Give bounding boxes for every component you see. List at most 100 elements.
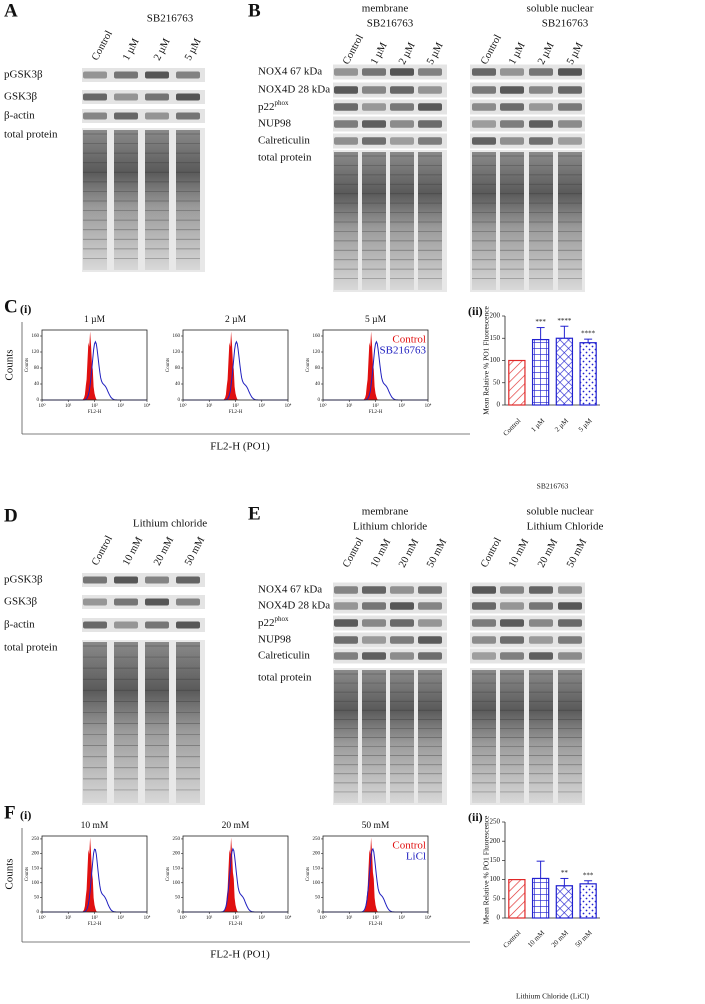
y-tick-label: 0 [497,914,501,922]
fraction-label: membrane [362,3,409,15]
blot-band [500,586,524,594]
blot-band [558,602,582,610]
y-tick-label: 50 [175,896,181,901]
blot-band [114,112,138,120]
blot-band [472,586,496,594]
y-tick-label: 100 [173,881,181,886]
blot-band [472,86,496,94]
total-protein-lane [500,670,524,803]
y-tick-label: 100 [32,881,40,886]
blot-band [334,103,358,111]
bar [508,878,526,919]
blot-band [529,636,553,644]
histogram-title: 5 µM [365,315,387,325]
treatment-label: SB216763 [367,18,414,30]
x-tick-label: 10¹ [65,403,72,409]
significance: *** [535,318,546,326]
blot-band [83,112,107,120]
total-protein-lane [334,670,358,803]
panel-label: D [4,505,18,526]
row-label-sup: phox [275,615,290,623]
blot-band [529,619,553,627]
blot-band [472,602,496,610]
blot-band [418,602,442,610]
y-tick-label: 50 [315,896,321,901]
blot-band [145,576,169,584]
blot-band [145,112,169,120]
y-tick-label: 250 [490,818,501,826]
lane-label: Control [90,534,115,568]
blot-band [362,586,386,594]
total-protein-lane [558,670,582,803]
lane-label: 2 µM [397,40,418,66]
lane-label: 2 µM [152,36,173,62]
bar [531,338,550,406]
lane-label: Control [479,536,504,570]
blot-strip [470,99,585,115]
sub-label: (ii) [468,810,483,824]
y-tick-label: 40 [34,382,40,387]
blot-band [529,103,553,111]
blot-band [176,598,200,606]
histogram-ylabel: Counts [306,867,311,881]
histogram-treated [183,340,288,401]
lane-label: 20 mM [536,537,560,570]
blot-band [114,93,138,101]
row-label: total protein [4,129,58,141]
legend-entry: SB216763 [380,345,427,357]
blot-band [558,86,582,94]
y-tick-label: 250 [173,837,181,842]
total-protein-lane [390,152,414,290]
histogram-xlabel: FL2-H [369,922,383,927]
total-protein-lane [472,670,496,803]
blot-band [418,619,442,627]
bar [555,885,574,919]
y-tick-label: 0 [497,401,501,409]
row-label: total protein [4,642,58,654]
lane-label: 20 mM [397,537,421,570]
blot-band [362,652,386,660]
blot-band [529,586,553,594]
x-tick-label: 10⁴ [425,403,432,409]
y-tick-label: 50 [493,894,501,902]
y-tick-label: 250 [313,837,321,842]
x-tick-label: 10¹ [65,915,72,921]
histogram-xlabel: FL2-H [229,922,243,927]
row-label-text: p22 [258,617,275,629]
blot-band [362,137,386,145]
lane-label: 10 mM [369,537,393,570]
blot-band [114,598,138,606]
blot-band [500,652,524,660]
treatment-label: SB216763 [542,18,589,30]
x-axis-title: Lithium Chloride (LiCl) [516,992,589,1001]
y-tick-label: 200 [173,852,181,857]
x-tick-label: 10⁰ [179,915,186,921]
blot-band [558,137,582,145]
blot-band [334,86,358,94]
total-protein-lane [83,642,107,803]
significance: **** [581,330,596,338]
x-tick-label: 10³ [399,403,406,409]
panel-label: B [248,0,261,21]
blot-band [500,68,524,76]
blot-band [145,598,169,606]
histogram-treated [42,848,147,913]
blot-band [362,68,386,76]
x-tick-label: 10¹ [346,403,353,409]
blot-band [145,621,169,629]
lane-label: 20 mM [152,535,176,568]
blot-band [500,103,524,111]
row-label: p22phox [258,99,289,113]
y-tick-label: 150 [490,856,501,864]
blot-band [334,137,358,145]
total-protein-lane [362,670,386,803]
blot-band [83,576,107,584]
y-tick-label: 100 [490,356,501,364]
lane-label: 5 µM [565,40,586,66]
x-tick-label: 10³ [259,403,266,409]
lane-label: 1 µM [121,36,142,62]
x-tick-label: 10¹ [206,915,213,921]
blot-strip [470,632,585,648]
y-tick-label: 150 [313,866,321,871]
x-tick-label: 50 mM [574,928,595,949]
